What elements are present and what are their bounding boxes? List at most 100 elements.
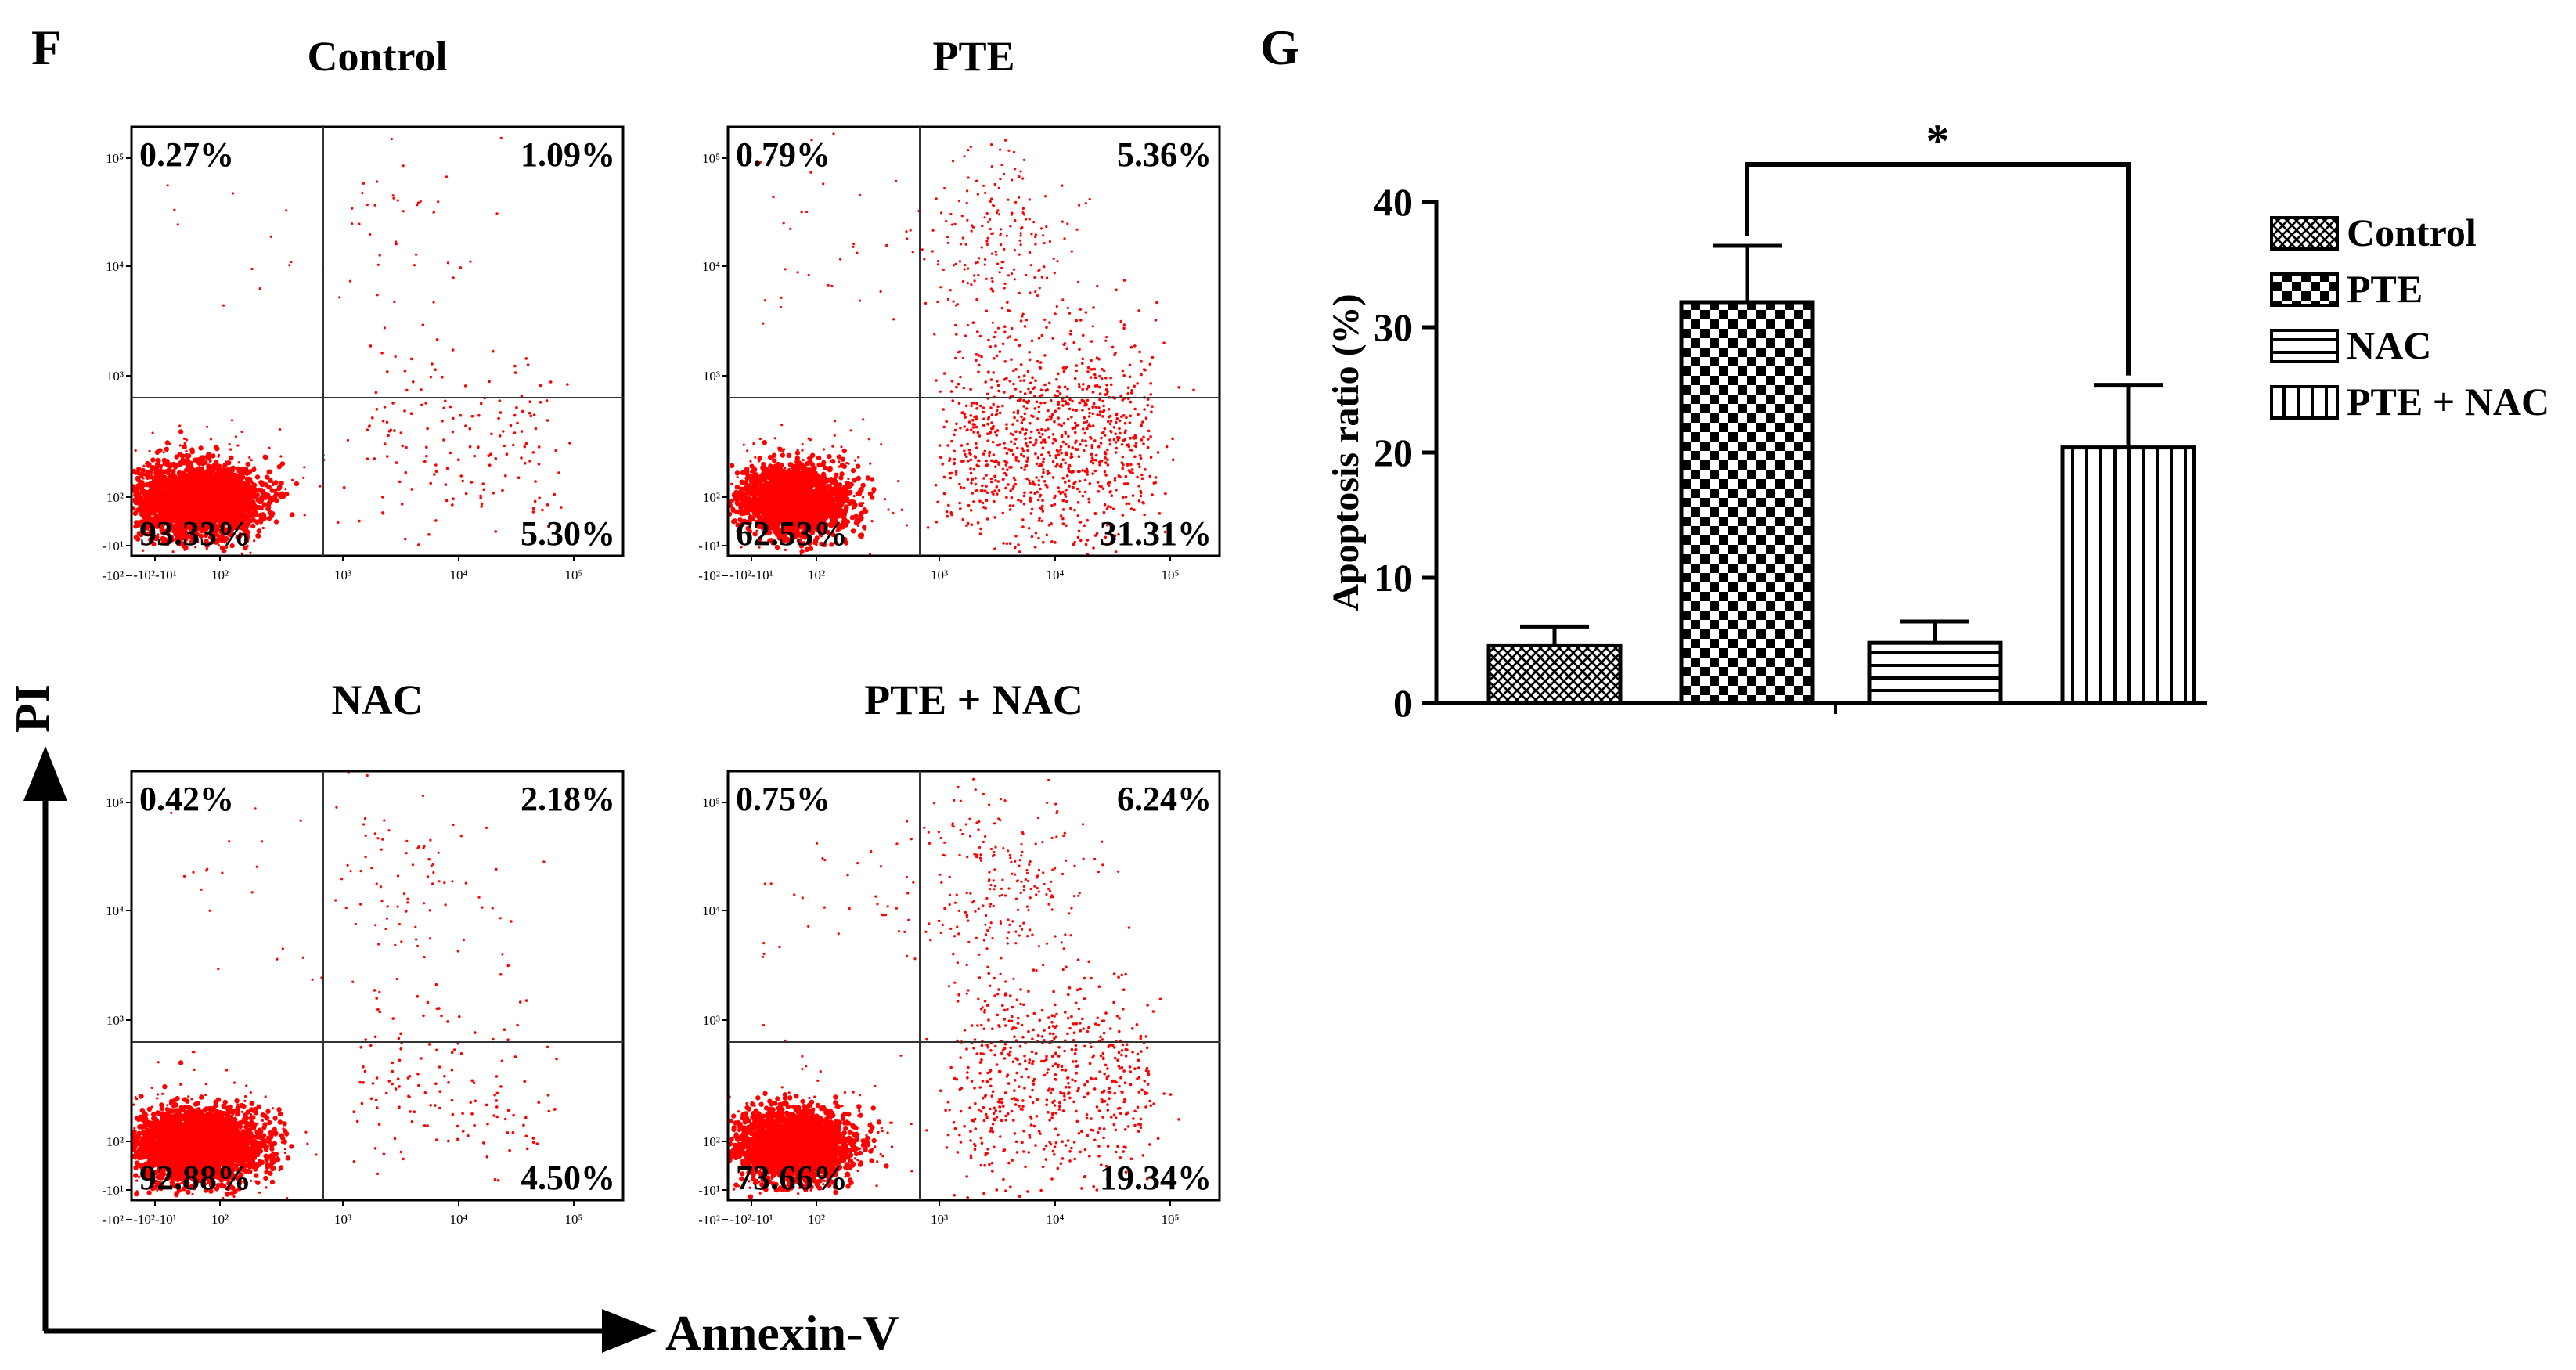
- y-tick-label: 10²: [703, 1134, 720, 1149]
- flow-dots: [727, 777, 1180, 1199]
- y-tick-label: 0: [1393, 681, 1413, 725]
- x-tick-label: 10⁴: [450, 568, 468, 582]
- x-tick-label: 10⁴: [450, 1212, 468, 1227]
- quadrant-lr-label: 31.31%: [1100, 514, 1212, 553]
- y-tick-label: 10⁴: [702, 903, 720, 918]
- flow-plot-frame: [726, 125, 1221, 557]
- y-tick-label: 30: [1374, 305, 1413, 349]
- y-axis-label: Apoptosis ratio (%): [1325, 294, 1367, 611]
- x-tick-label: 10⁴: [1047, 568, 1065, 582]
- legend-swatch-2: [2270, 329, 2339, 363]
- y-tick-label: 10²: [703, 490, 720, 505]
- x-tick-label: 10⁵: [565, 1212, 583, 1227]
- y-tick-label: 10³: [703, 1013, 720, 1028]
- panel-g-letter: G: [1260, 20, 1299, 75]
- legend-swatch-1: [2270, 272, 2339, 307]
- flow-plot-frame: [130, 770, 625, 1202]
- panel-f-axes: PI Annexin-V: [6, 684, 899, 1361]
- y-tick-label: 40: [1374, 180, 1413, 224]
- pi-axis-label: PI: [6, 684, 59, 733]
- y-tick-label: 10: [1374, 556, 1413, 600]
- x-tick-label: 10³: [931, 568, 948, 582]
- y-tick-label: -10²: [102, 568, 124, 583]
- quadrant-ll-label: 92.88%: [139, 1159, 251, 1197]
- y-tick-label: -10¹: [698, 539, 720, 553]
- legend-label-0: Control: [2347, 211, 2477, 254]
- legend-label-1: PTE: [2347, 267, 2423, 311]
- y-tick-label: 10³: [106, 369, 124, 384]
- x-tick-label: -10²-10¹: [730, 568, 773, 582]
- quadrant-lr-label: 19.34%: [1100, 1159, 1212, 1197]
- x-tick-label: 10²: [808, 568, 825, 582]
- flow-plot-title: PTE + NAC: [864, 676, 1083, 723]
- quadrant-ul-label: 0.75%: [736, 780, 830, 818]
- flow-plot-frame: [726, 770, 1221, 1202]
- quadrant-lr-label: 4.50%: [521, 1159, 615, 1197]
- x-tick-label: 10⁵: [565, 568, 583, 582]
- significance-bracket: [1745, 162, 2131, 376]
- bar-3: [2060, 445, 2196, 705]
- y-tick-label: -10¹: [102, 539, 124, 553]
- quadrant-ll-label: 93.33%: [139, 514, 251, 553]
- quadrant-ul-label: 0.42%: [139, 780, 234, 818]
- x-tick-label: 10³: [931, 1212, 948, 1227]
- bar-group-1: [1679, 243, 1815, 705]
- flow-dots: [726, 132, 1195, 556]
- y-tick-label: 10⁵: [106, 795, 124, 810]
- bar-group-0: [1486, 624, 1623, 705]
- quadrant-ur-label: 5.36%: [1117, 135, 1212, 174]
- bar-chart: 0 10 20 30 40 Apoptosis ratio (%) * Control PTE N…: [1325, 115, 2549, 725]
- x-tick-label: 10⁴: [1047, 1212, 1065, 1227]
- y-tick-label: 10³: [703, 369, 720, 384]
- significance-star: *: [1926, 115, 1950, 167]
- y-tick-label: -10¹: [698, 1183, 720, 1198]
- legend-label-2: NAC: [2347, 323, 2431, 367]
- quadrant-ll-label: 62.53%: [736, 514, 848, 553]
- y-tick-label: 10⁴: [702, 259, 720, 274]
- legend-swatch-0: [2270, 216, 2339, 251]
- annexin-axis-label: Annexin-V: [665, 1305, 899, 1361]
- quadrant-ur-label: 6.24%: [1117, 780, 1212, 818]
- x-tick-label: 10⁵: [1162, 568, 1180, 582]
- y-tick-label: 10³: [106, 1013, 124, 1028]
- legend: Control PTE NAC PTE + NAC: [2270, 211, 2549, 424]
- x-tick-label: -10²-10¹: [730, 1212, 773, 1227]
- quadrant-ur-label: 1.09%: [521, 135, 615, 174]
- quadrant-ll-label: 73.66%: [736, 1159, 848, 1197]
- legend-label-3: PTE + NAC: [2347, 380, 2549, 424]
- y-tick-label: 10⁵: [106, 151, 124, 166]
- x-tick-label: 10²: [808, 1212, 825, 1227]
- legend-swatch-3: [2270, 385, 2339, 420]
- x-tick-label: 10³: [334, 568, 351, 582]
- x-tick-label: 10²: [211, 1212, 229, 1227]
- bar-2: [1867, 640, 2003, 705]
- quadrant-lr-label: 5.30%: [521, 514, 615, 553]
- bar-1: [1679, 300, 1815, 705]
- y-tick-label: 10²: [106, 490, 124, 505]
- x-tick-label: -10²-10¹: [133, 1212, 177, 1227]
- flow-plot-title: PTE: [932, 33, 1014, 80]
- quadrant-ul-label: 0.27%: [139, 135, 234, 174]
- flow-dots: [130, 136, 571, 555]
- y-tick-label: 10⁵: [702, 151, 720, 166]
- quadrant-ur-label: 2.18%: [521, 780, 615, 818]
- bar-group-2: [1867, 619, 2003, 705]
- x-tick-label: 10²: [211, 568, 229, 582]
- x-tick-label: 10⁵: [1162, 1212, 1180, 1227]
- y-tick-label: 10²: [106, 1134, 124, 1149]
- y-tick-label: 10⁴: [106, 903, 124, 918]
- x-tick-label: -10²-10¹: [133, 568, 177, 582]
- y-tick-label: -10²: [698, 568, 720, 583]
- y-tick-label: -10²: [698, 1213, 720, 1228]
- quadrant-ul-label: 0.79%: [736, 135, 830, 174]
- y-tick-label: -10²: [102, 1213, 124, 1228]
- panel-f-letter: F: [31, 20, 62, 75]
- y-tick-label: 20: [1374, 431, 1413, 474]
- y-tick-label: 10⁴: [106, 259, 124, 274]
- y-tick-label: -10¹: [102, 1183, 124, 1198]
